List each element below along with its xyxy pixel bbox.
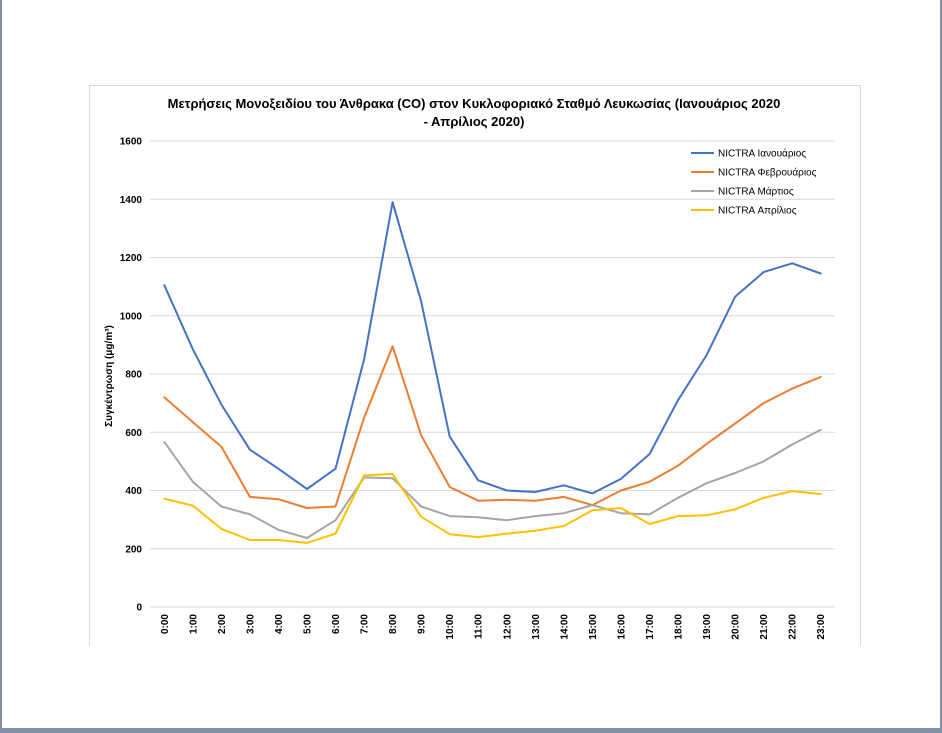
- x-tick-label: 1:00: [188, 614, 199, 634]
- x-tick-label: 15:00: [588, 614, 599, 640]
- window-frame-bottom: [0, 728, 942, 733]
- series-line-2: [163, 345, 822, 509]
- x-tick-label: 16:00: [616, 614, 627, 640]
- x-tick-label: 22:00: [788, 614, 799, 640]
- legend-entry-2: NICTRA Φεβρουάριος: [718, 167, 817, 179]
- legend-entry-4: NICTRA Απρίλιος: [718, 205, 797, 217]
- gridlines: [150, 140, 835, 608]
- x-tick-label: 17:00: [645, 614, 656, 640]
- y-axis-label: Συγκέντρωση (μg/m³): [104, 325, 115, 427]
- y-tick-label: 1400: [120, 195, 143, 206]
- x-tick-label: 23:00: [816, 614, 827, 640]
- y-tick-label: 1200: [120, 253, 143, 264]
- window-frame-right: [940, 0, 942, 733]
- y-tick-label: 800: [125, 370, 142, 381]
- legend-entry-1: NICTRA Ιανουάριος: [718, 148, 806, 160]
- x-tick-label: 2:00: [217, 614, 228, 634]
- line-chart: Μετρήσεις Μονοξειδίου του Άνθρακα (CO) σ…: [104, 96, 835, 640]
- x-tick-label: 9:00: [417, 614, 428, 634]
- x-tick-labels: 0:00 1:00 2:00 3:00 4:00 5:00 6:00 7:00 8:00 9:00…: [160, 614, 827, 640]
- x-tick-label: 8:00: [388, 614, 399, 634]
- legend: NICTRA Ιανουάριος NICTRA Φεβρουάριος NICTR…: [691, 148, 817, 217]
- series-line-4: [163, 472, 822, 544]
- x-tick-label: 11:00: [474, 614, 485, 639]
- series-line-3: [163, 428, 822, 539]
- x-tick-label: 13:00: [531, 614, 542, 640]
- x-tick-label: 4:00: [274, 614, 285, 634]
- x-tick-label: 5:00: [302, 614, 313, 634]
- x-tick-label: 0:00: [160, 614, 171, 634]
- y-tick-label: 200: [125, 544, 142, 555]
- window-frame-left: [0, 0, 2, 733]
- chart-title-line1: Μετρήσεις Μονοξειδίου του Άνθρακα (CO) σ…: [168, 96, 781, 111]
- x-tick-label: 10:00: [445, 614, 456, 640]
- x-tick-label: 20:00: [731, 614, 742, 640]
- x-tick-label: 12:00: [502, 614, 513, 640]
- x-tick-label: 3:00: [245, 614, 256, 634]
- y-tick-label: 1000: [120, 311, 143, 322]
- chart-area[interactable]: Μετρήσεις Μονοξειδίου του Άνθρακα (CO) σ…: [89, 85, 861, 646]
- chart-title-line2: - Απρίλιος 2020): [424, 114, 525, 129]
- legend-entry-3: NICTRA Μάρτιος: [718, 186, 794, 198]
- series-line-1: [163, 201, 822, 495]
- y-tick-labels: 0 200 400 600 800 1000 1200 1400 1600: [120, 137, 143, 614]
- y-tick-label: 1600: [120, 137, 143, 148]
- y-tick-label: 0: [136, 603, 142, 614]
- y-tick-label: 400: [125, 486, 142, 497]
- y-tick-label: 600: [125, 428, 142, 439]
- series-lines: [163, 201, 822, 544]
- x-tick-label: 14:00: [559, 614, 570, 640]
- x-tick-label: 21:00: [759, 614, 770, 640]
- x-tick-label: 18:00: [674, 614, 685, 640]
- x-tick-label: 6:00: [331, 614, 342, 634]
- x-tick-label: 7:00: [360, 614, 371, 634]
- x-tick-label: 19:00: [702, 614, 713, 640]
